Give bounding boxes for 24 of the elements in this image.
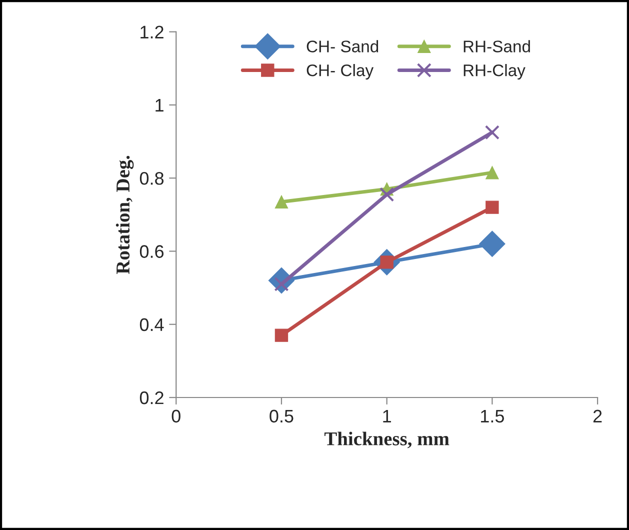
y-axis-title: Rotation, Deg. [116, 156, 134, 274]
legend-label: CH- Sand [306, 40, 378, 52]
y-tick-label: 1.2 [140, 26, 164, 38]
y-tick-label: 0.2 [140, 391, 164, 404]
y-tick-label: 0.6 [140, 245, 164, 258]
point [486, 166, 499, 180]
x-tick-label: 1.5 [481, 410, 504, 423]
point [486, 200, 499, 214]
x-tick-label: 0 [172, 410, 180, 423]
point [274, 195, 288, 208]
x-tick-label: 1 [383, 410, 391, 422]
x-tick-label: 2 [593, 410, 602, 422]
y-tick-label: 0.8 [140, 172, 164, 185]
point [274, 328, 288, 342]
legend-label: CH- Clay [306, 64, 374, 80]
point [479, 230, 506, 258]
point [484, 125, 500, 140]
y-tick-label: 0.4 [140, 318, 164, 332]
x-axis-title: Thickness, mm [324, 432, 450, 448]
legend-label: RH-Clay [464, 64, 526, 80]
legend-label: RH-Sand [464, 40, 530, 52]
point [380, 187, 394, 202]
x-tick-label: 0.5 [270, 410, 294, 423]
y-tick-label: 1 [156, 99, 164, 112]
